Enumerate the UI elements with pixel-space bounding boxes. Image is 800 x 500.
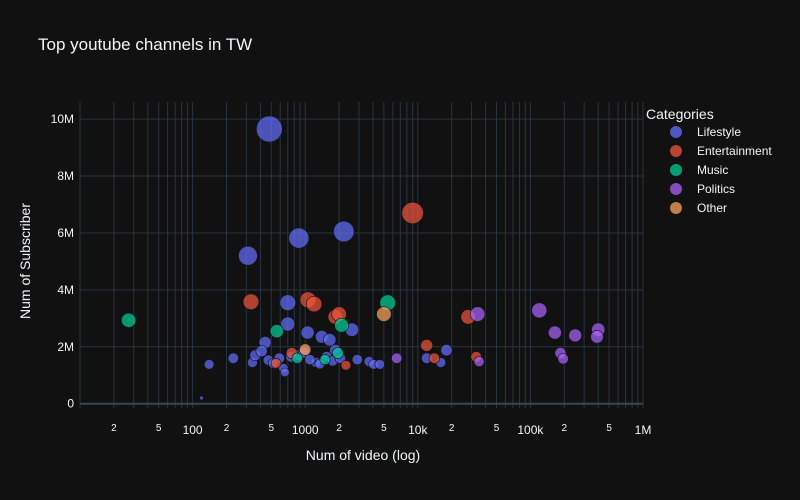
x-minor-tick-label: 2 xyxy=(224,423,230,434)
legend-marker xyxy=(670,164,682,176)
x-minor-tick-label: 5 xyxy=(381,423,387,434)
data-point[interactable] xyxy=(420,339,434,352)
data-point[interactable] xyxy=(469,306,486,322)
legend: Categories Lifestyle Entertainment Music Po… xyxy=(646,106,772,215)
x-tick-label: 1M xyxy=(635,423,652,437)
x-tick-label: 10k xyxy=(408,423,428,437)
legend-marker xyxy=(670,126,682,138)
data-point[interactable] xyxy=(199,395,204,401)
legend-title: Categories xyxy=(646,106,714,122)
legend-marker xyxy=(670,145,682,157)
x-minor-tick-label: 5 xyxy=(494,423,500,434)
x-axis: 100 1000 10k 100k 1M 2 5 2 5 2 5 2 5 2 5 xyxy=(111,423,651,437)
data-point[interactable] xyxy=(334,317,349,333)
data-point[interactable] xyxy=(280,316,296,332)
series-politics xyxy=(391,302,606,367)
data-point[interactable] xyxy=(333,220,355,243)
data-point[interactable] xyxy=(279,294,296,311)
data-point[interactable] xyxy=(269,324,284,339)
legend-marker xyxy=(670,202,682,214)
data-point[interactable] xyxy=(255,345,268,358)
x-minor-tick-label: 2 xyxy=(562,423,568,434)
data-point[interactable] xyxy=(590,330,604,344)
data-point[interactable] xyxy=(270,357,282,369)
data-point[interactable] xyxy=(242,293,260,310)
x-minor-tick-label: 5 xyxy=(606,423,612,434)
y-tick-label: 10M xyxy=(51,112,74,126)
legend-item-lifestyle[interactable]: Lifestyle xyxy=(670,125,741,139)
y-tick-label: 6M xyxy=(57,226,74,240)
y-tick-label: 0 xyxy=(67,397,74,411)
y-axis: 0 2M 4M 6M 8M 10M xyxy=(51,112,75,411)
data-point[interactable] xyxy=(351,354,363,366)
y-tick-label: 8M xyxy=(57,169,74,183)
series-entertainment xyxy=(242,201,482,371)
data-point[interactable] xyxy=(428,352,440,364)
legend-label: Lifestyle xyxy=(697,125,741,139)
legend-label: Entertainment xyxy=(697,144,772,158)
data-point[interactable] xyxy=(374,359,385,370)
x-minor-tick-label: 5 xyxy=(156,423,162,434)
legend-item-other[interactable]: Other xyxy=(670,201,727,215)
data-point[interactable] xyxy=(391,352,403,364)
data-point[interactable] xyxy=(557,353,569,365)
x-axis-title: Num of video (log) xyxy=(306,447,420,463)
data-point[interactable] xyxy=(306,296,323,313)
x-tick-label: 1000 xyxy=(292,423,319,437)
data-point[interactable] xyxy=(473,356,485,367)
data-point[interactable] xyxy=(227,352,239,364)
x-minor-tick-label: 2 xyxy=(449,423,455,434)
x-tick-label: 100 xyxy=(183,423,203,437)
data-point[interactable] xyxy=(255,115,283,143)
data-point[interactable] xyxy=(300,325,315,340)
data-point[interactable] xyxy=(304,354,316,366)
legend-item-entertainment[interactable]: Entertainment xyxy=(670,144,772,158)
data-point[interactable] xyxy=(323,333,337,347)
data-point[interactable] xyxy=(568,328,583,343)
data-point[interactable] xyxy=(319,354,331,366)
x-minor-tick-label: 2 xyxy=(336,423,342,434)
legend-marker xyxy=(670,183,682,195)
series-music xyxy=(121,294,396,366)
legend-item-music[interactable]: Music xyxy=(670,163,728,177)
x-minor-tick-label: 2 xyxy=(111,423,117,434)
data-point[interactable] xyxy=(203,359,215,370)
data-point[interactable] xyxy=(376,306,392,322)
y-tick-label: 2M xyxy=(57,340,74,354)
x-tick-label: 100k xyxy=(517,423,544,437)
data-point[interactable] xyxy=(299,343,312,356)
data-point[interactable] xyxy=(548,325,562,340)
chart-title: Top youtube channels in TW xyxy=(38,35,252,54)
y-tick-label: 4M xyxy=(57,283,74,297)
data-point[interactable] xyxy=(340,360,352,371)
legend-label: Other xyxy=(697,201,727,215)
data-point[interactable] xyxy=(331,347,344,359)
legend-label: Politics xyxy=(697,182,735,196)
data-point[interactable] xyxy=(288,227,310,249)
data-point[interactable] xyxy=(121,312,137,328)
x-minor-tick-label: 5 xyxy=(269,423,275,434)
series-other xyxy=(299,306,392,356)
plot-area xyxy=(121,115,606,401)
data-point[interactable] xyxy=(280,367,290,378)
data-point[interactable] xyxy=(401,201,424,225)
legend-item-politics[interactable]: Politics xyxy=(670,182,735,196)
data-point[interactable] xyxy=(291,352,303,364)
data-point[interactable] xyxy=(238,245,258,266)
data-point[interactable] xyxy=(440,344,453,357)
legend-label: Music xyxy=(697,163,728,177)
y-axis-title: Num of Subscriber xyxy=(17,203,33,319)
data-point[interactable] xyxy=(531,302,548,319)
